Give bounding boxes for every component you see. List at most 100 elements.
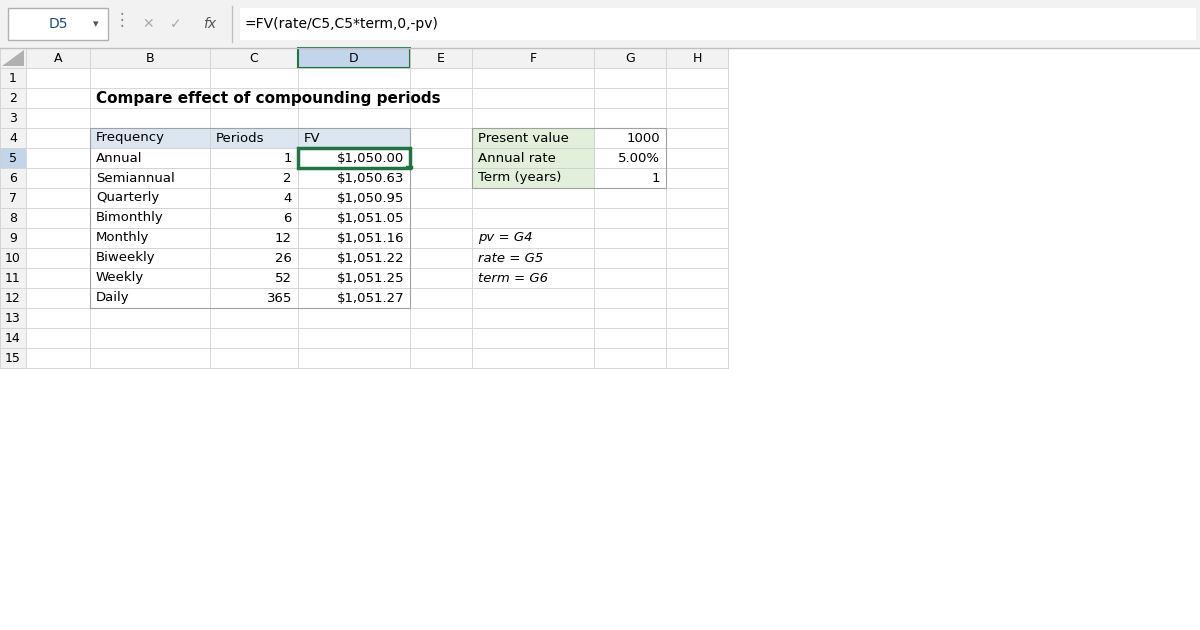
Bar — [90, 348, 210, 368]
Bar — [0, 248, 26, 268]
Bar — [472, 168, 594, 188]
Bar — [0, 228, 26, 248]
Bar — [298, 148, 410, 168]
Text: 14: 14 — [5, 331, 20, 345]
Bar — [594, 108, 666, 128]
Bar — [472, 88, 594, 108]
Bar — [90, 328, 210, 348]
Text: E: E — [437, 52, 445, 64]
Text: $1,051.22: $1,051.22 — [336, 251, 404, 265]
Bar — [90, 148, 210, 168]
Bar — [0, 328, 26, 348]
Bar — [90, 168, 210, 188]
Bar — [410, 348, 472, 368]
Bar — [410, 108, 472, 128]
Bar — [26, 228, 90, 248]
Bar — [26, 308, 90, 328]
Bar — [472, 148, 594, 168]
Text: 2: 2 — [283, 171, 292, 185]
Bar — [410, 308, 472, 328]
Bar — [90, 288, 210, 308]
Bar — [410, 128, 472, 148]
Text: F: F — [529, 52, 536, 64]
Text: 6: 6 — [283, 212, 292, 224]
Bar — [594, 128, 666, 148]
Bar — [298, 248, 410, 268]
Text: 13: 13 — [5, 311, 20, 324]
Text: Semiannual: Semiannual — [96, 171, 175, 185]
Bar — [210, 348, 298, 368]
Bar — [0, 68, 26, 88]
Text: 8: 8 — [10, 212, 17, 224]
Bar — [90, 48, 210, 68]
Bar — [594, 348, 666, 368]
Text: FV: FV — [304, 132, 320, 144]
Bar — [666, 168, 728, 188]
Bar — [298, 128, 410, 148]
Text: 5.00%: 5.00% — [618, 151, 660, 164]
Text: 7: 7 — [10, 192, 17, 205]
Bar — [210, 168, 298, 188]
Text: A: A — [54, 52, 62, 64]
Text: 1000: 1000 — [626, 132, 660, 144]
Bar — [90, 128, 210, 148]
Bar — [210, 48, 298, 68]
Bar — [26, 208, 90, 228]
Text: $1,051.16: $1,051.16 — [336, 231, 404, 244]
Bar — [298, 288, 410, 308]
Bar — [210, 168, 298, 188]
Text: $1,051.27: $1,051.27 — [336, 292, 404, 304]
Bar — [472, 288, 594, 308]
Bar — [90, 188, 210, 208]
Text: 26: 26 — [275, 251, 292, 265]
Bar — [666, 348, 728, 368]
Bar — [90, 128, 410, 308]
Bar — [410, 68, 472, 88]
Bar — [26, 88, 90, 108]
Bar — [666, 188, 728, 208]
Text: 52: 52 — [275, 272, 292, 285]
Bar — [594, 248, 666, 268]
Text: fx: fx — [204, 17, 216, 31]
Text: 1: 1 — [10, 71, 17, 84]
Text: Annual rate: Annual rate — [478, 151, 556, 164]
Bar — [298, 328, 410, 348]
Bar — [298, 188, 410, 208]
Bar — [298, 208, 410, 228]
Text: 4: 4 — [10, 132, 17, 144]
Bar — [210, 208, 298, 228]
Bar — [0, 48, 26, 68]
Text: Daily: Daily — [96, 292, 130, 304]
Bar — [298, 168, 410, 188]
Bar — [410, 48, 472, 68]
Bar — [0, 288, 26, 308]
Bar — [666, 308, 728, 328]
Bar — [90, 128, 210, 148]
Bar — [666, 88, 728, 108]
Bar — [90, 308, 210, 328]
Bar — [0, 268, 26, 288]
Bar — [410, 168, 472, 188]
Text: C: C — [250, 52, 258, 64]
Bar — [666, 68, 728, 88]
Text: $1,051.25: $1,051.25 — [336, 272, 404, 285]
Bar — [472, 128, 666, 188]
Bar — [298, 48, 410, 68]
Bar — [26, 268, 90, 288]
Text: Monthly: Monthly — [96, 231, 149, 244]
Bar — [410, 288, 472, 308]
Bar — [410, 208, 472, 228]
Text: Frequency: Frequency — [96, 132, 166, 144]
Bar — [594, 48, 666, 68]
Bar — [0, 108, 26, 128]
Bar — [666, 128, 728, 148]
Bar — [594, 208, 666, 228]
Bar — [210, 108, 298, 128]
Bar — [0, 0, 1200, 48]
Text: pv = G4: pv = G4 — [478, 231, 533, 244]
Text: Annual: Annual — [96, 151, 143, 164]
Bar — [0, 128, 26, 148]
Bar — [210, 228, 298, 248]
Bar — [594, 168, 666, 188]
Bar — [210, 128, 298, 148]
